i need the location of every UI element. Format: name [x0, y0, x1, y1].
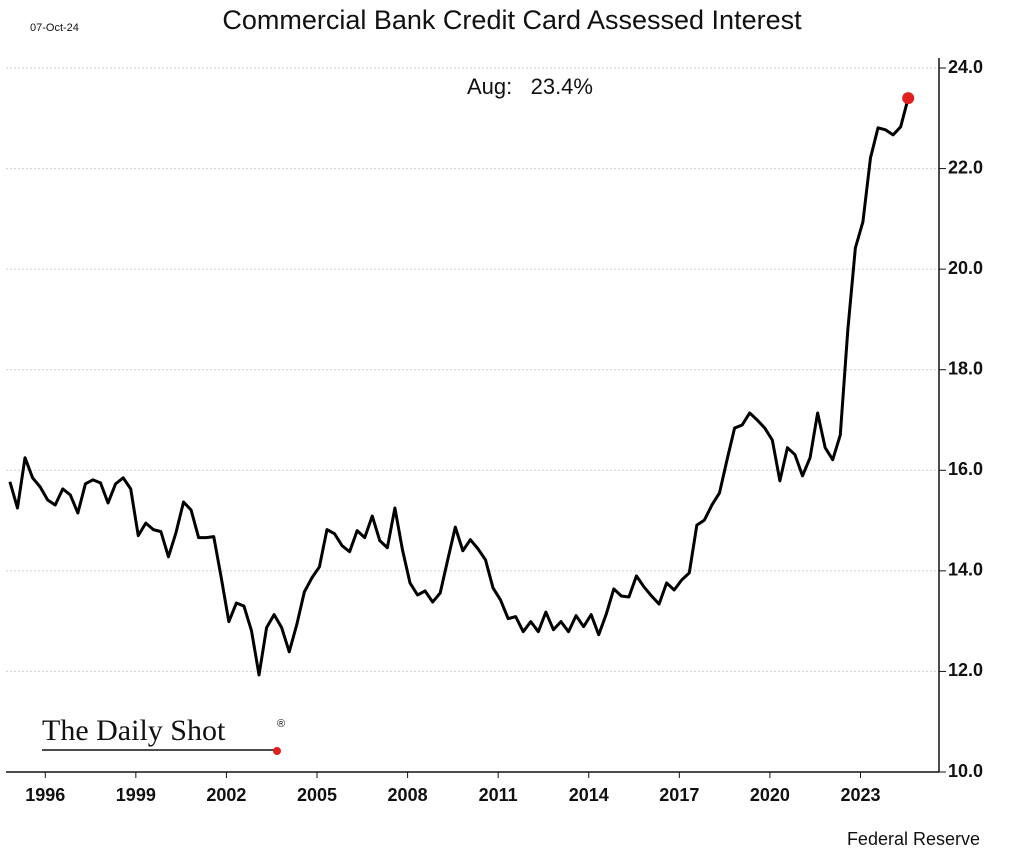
- y-tick-label: 10.0: [948, 761, 983, 781]
- x-tick-label: 2011: [479, 785, 518, 805]
- chart-title: Commercial Bank Credit Card Assessed Int…: [222, 5, 802, 35]
- x-tick-label: 2020: [750, 785, 790, 805]
- x-tick-label: 2008: [388, 785, 428, 805]
- y-tick-label: 16.0: [948, 459, 983, 479]
- annotation: Aug: 23.4%: [467, 74, 593, 99]
- x-tick-label: 2017: [659, 785, 699, 805]
- logo-dot: [273, 747, 281, 755]
- chart-date: 07-Oct-24: [30, 22, 79, 34]
- source: Federal Reserve: [847, 829, 980, 849]
- y-tick-label: 12.0: [948, 660, 983, 680]
- x-tick-label: 2014: [569, 785, 609, 805]
- line: [8, 97, 910, 677]
- end-marker: [902, 92, 915, 105]
- y-tick-label: 14.0: [948, 560, 983, 580]
- y-tick-label: 24.0: [948, 57, 983, 77]
- logo-mark: ®: [277, 718, 285, 730]
- y-tick-label: 20.0: [948, 258, 983, 278]
- x-tick-label: 1999: [116, 785, 156, 805]
- x-tick-label: 2005: [297, 785, 337, 805]
- y-tick-label: 22.0: [948, 157, 983, 177]
- logo: The Daily Shot: [42, 714, 226, 747]
- x-tick-label: 2023: [840, 785, 880, 805]
- x-tick-label: 2002: [206, 785, 246, 805]
- x-tick-label: 1996: [25, 785, 65, 805]
- y-tick-label: 18.0: [948, 358, 983, 378]
